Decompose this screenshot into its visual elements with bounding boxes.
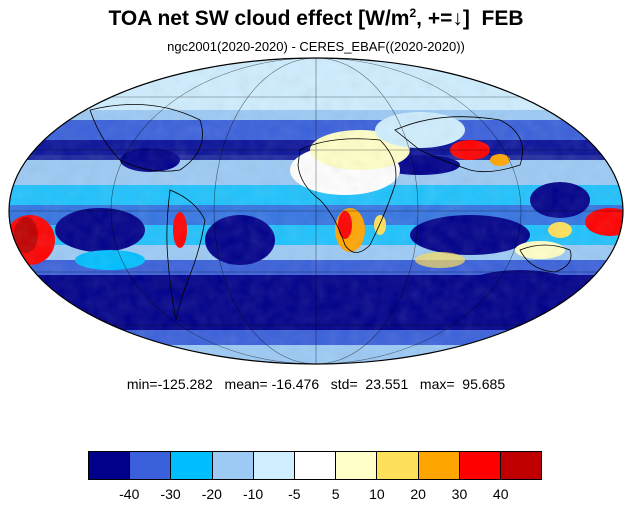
stat-min: min=-125.282 xyxy=(126,376,213,392)
colorbar-cell-2 xyxy=(171,452,213,479)
colorbar-cell-1 xyxy=(130,452,172,479)
colorbar-label: -5 xyxy=(288,486,301,502)
colorbar-cell-3 xyxy=(212,452,254,479)
colorbar-cell-6 xyxy=(336,452,378,479)
map-title: TOA net SW cloud effect [W/m2, +=↓] FEB xyxy=(108,6,524,30)
colorbar-label: -20 xyxy=(201,486,222,502)
stat-mean: mean= -16.476 xyxy=(224,376,320,392)
mollweide-map xyxy=(8,57,624,365)
colorbar-label: -30 xyxy=(160,486,181,502)
stat-max: max= 95.685 xyxy=(419,376,506,392)
colorbar-label: 20 xyxy=(410,486,426,502)
stat-std: std= 23.551 xyxy=(330,376,409,392)
map-subtitle: ngc2001(2020-2020) - CERES_EBAF((2020-20… xyxy=(167,39,465,54)
colorbar-cell-0 xyxy=(89,452,131,479)
colorbar-label: 10 xyxy=(369,486,385,502)
map-stats: min=-125.282 mean= -16.476 std= 23.551 m… xyxy=(0,376,632,392)
colorbar-label: 30 xyxy=(451,486,468,502)
colorbar-cell-8 xyxy=(418,452,460,479)
colorbar-label: -10 xyxy=(242,486,264,502)
colorbar-cell-4 xyxy=(253,452,295,479)
coastlines xyxy=(89,103,572,321)
colorbar-labels: -40 -30 -20 -10 -5 5 10 20 30 40 xyxy=(0,486,632,504)
colorbar-label: -40 xyxy=(119,486,140,502)
colorbar-label: 40 xyxy=(492,486,509,502)
colorbar-cell-10 xyxy=(500,452,542,479)
colorbar xyxy=(88,451,542,480)
colorbar-cell-5 xyxy=(294,452,337,479)
colorbar-label: 5 xyxy=(331,486,340,502)
colorbar-cell-9 xyxy=(459,452,501,479)
graticule xyxy=(9,58,623,364)
colorbar-cell-7 xyxy=(377,452,419,479)
globe-outline xyxy=(8,57,624,365)
